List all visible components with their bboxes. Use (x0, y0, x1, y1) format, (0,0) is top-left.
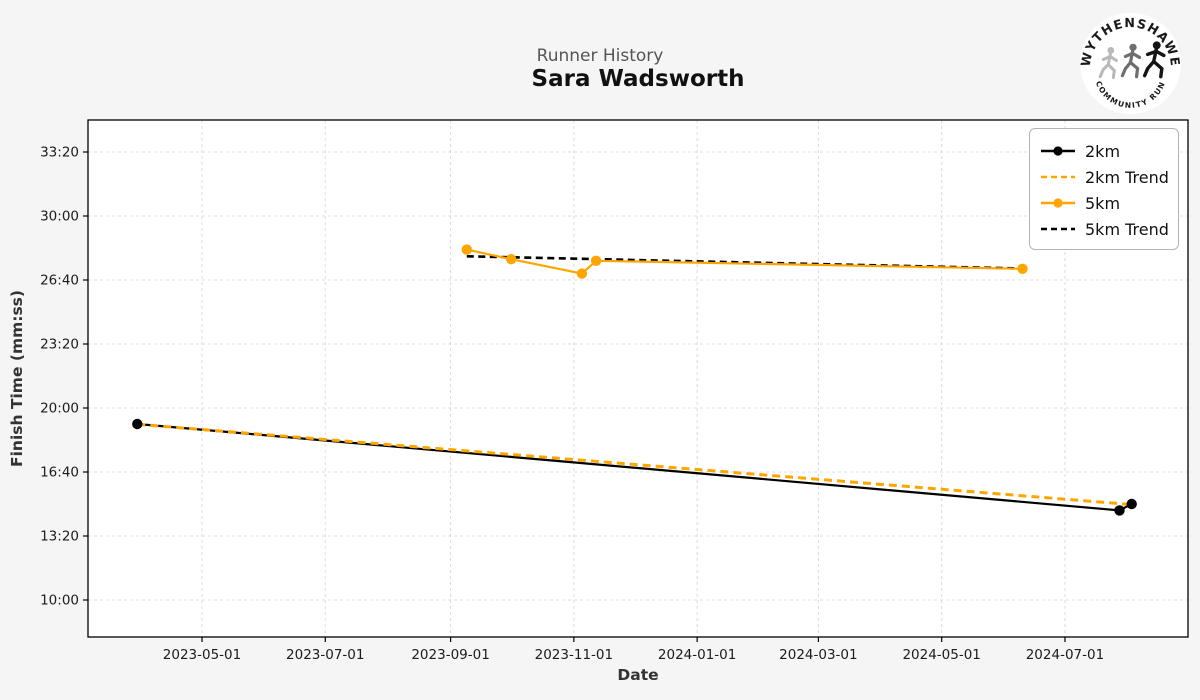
x-tick-label: 2024-03-01 (779, 647, 857, 663)
legend-item-5km-trend: 5km Trend (1040, 216, 1169, 242)
y-tick-label: 26:40 (40, 273, 79, 289)
x-tick-label: 2024-07-01 (1026, 647, 1104, 663)
legend-item-2km: 2km (1040, 138, 1168, 164)
y-tick-label: 30:00 (40, 209, 79, 225)
x-tick-label: 2024-01-01 (658, 647, 736, 663)
tick-labels: 2023-05-01 2023-07-01 2023-09-01 2023-11-01… (40, 145, 1104, 664)
legend-line-sample-2km-trend (1041, 175, 1075, 179)
y-tick-label: 23:20 (40, 337, 79, 353)
y-tick-label: 13:20 (40, 529, 79, 545)
data-point (590, 255, 602, 266)
legend-label: 2km (1085, 141, 1121, 161)
data-point (1114, 505, 1125, 516)
x-tick-label: 2023-07-01 (286, 647, 364, 663)
legend-label: 5km Trend (1085, 219, 1169, 239)
series-line-2km-trend (137, 422, 1132, 507)
x-tick-label: 2023-05-01 (163, 647, 241, 663)
legend-sample-marker (1053, 146, 1063, 156)
x-tick-label: 2023-11-01 (535, 647, 613, 663)
y-tick-label: 10:00 (40, 593, 79, 609)
chart-legend: 2km 2km Trend 5km 5km Trend (1029, 128, 1179, 250)
legend-item-2km-trend: 2km Trend (1040, 164, 1169, 190)
series-markers-2km (132, 418, 1137, 516)
y-tick-label: 16:40 (40, 465, 79, 481)
legend-item-5km: 5km (1040, 190, 1168, 216)
data-point (1017, 263, 1028, 274)
legend-label: 5km (1085, 193, 1121, 213)
y-tick-label: 20:00 (40, 401, 79, 417)
legend-line-sample-2km (1041, 146, 1075, 156)
gridlines (88, 120, 1188, 637)
series-markers-5km (461, 244, 1028, 279)
runner-name-title: Sara Wadsworth (531, 66, 745, 92)
data-point (1126, 498, 1137, 510)
data-point (461, 244, 472, 255)
y-tick-label: 33:20 (40, 145, 79, 161)
data-point (576, 268, 588, 279)
legend-label: 2km Trend (1085, 167, 1169, 187)
y-axis-label: Finish Time (mm:ss) (8, 290, 26, 467)
legend-line-sample-5km-trend (1041, 227, 1075, 231)
runner-silhouette-light (1098, 46, 1118, 80)
plot-area (88, 120, 1188, 637)
axes-border (87, 119, 1189, 638)
legend-line-sample-5km (1041, 198, 1075, 208)
x-tick-label: 2024-05-01 (902, 647, 980, 663)
x-tick-label: 2023-09-01 (411, 647, 489, 663)
data-point (506, 254, 517, 265)
data-point (132, 418, 143, 430)
chart-subtitle: Runner History (536, 46, 664, 66)
runner-silhouette-mid (1120, 43, 1142, 79)
community-run-logo: WYTHENSHAWE COMMUNITY RUN (1078, 13, 1182, 114)
legend-sample-marker (1053, 198, 1063, 208)
tick-marks (83, 151, 1066, 642)
x-axis-label: Date (617, 666, 658, 684)
runner-silhouette-dark (1142, 41, 1166, 79)
